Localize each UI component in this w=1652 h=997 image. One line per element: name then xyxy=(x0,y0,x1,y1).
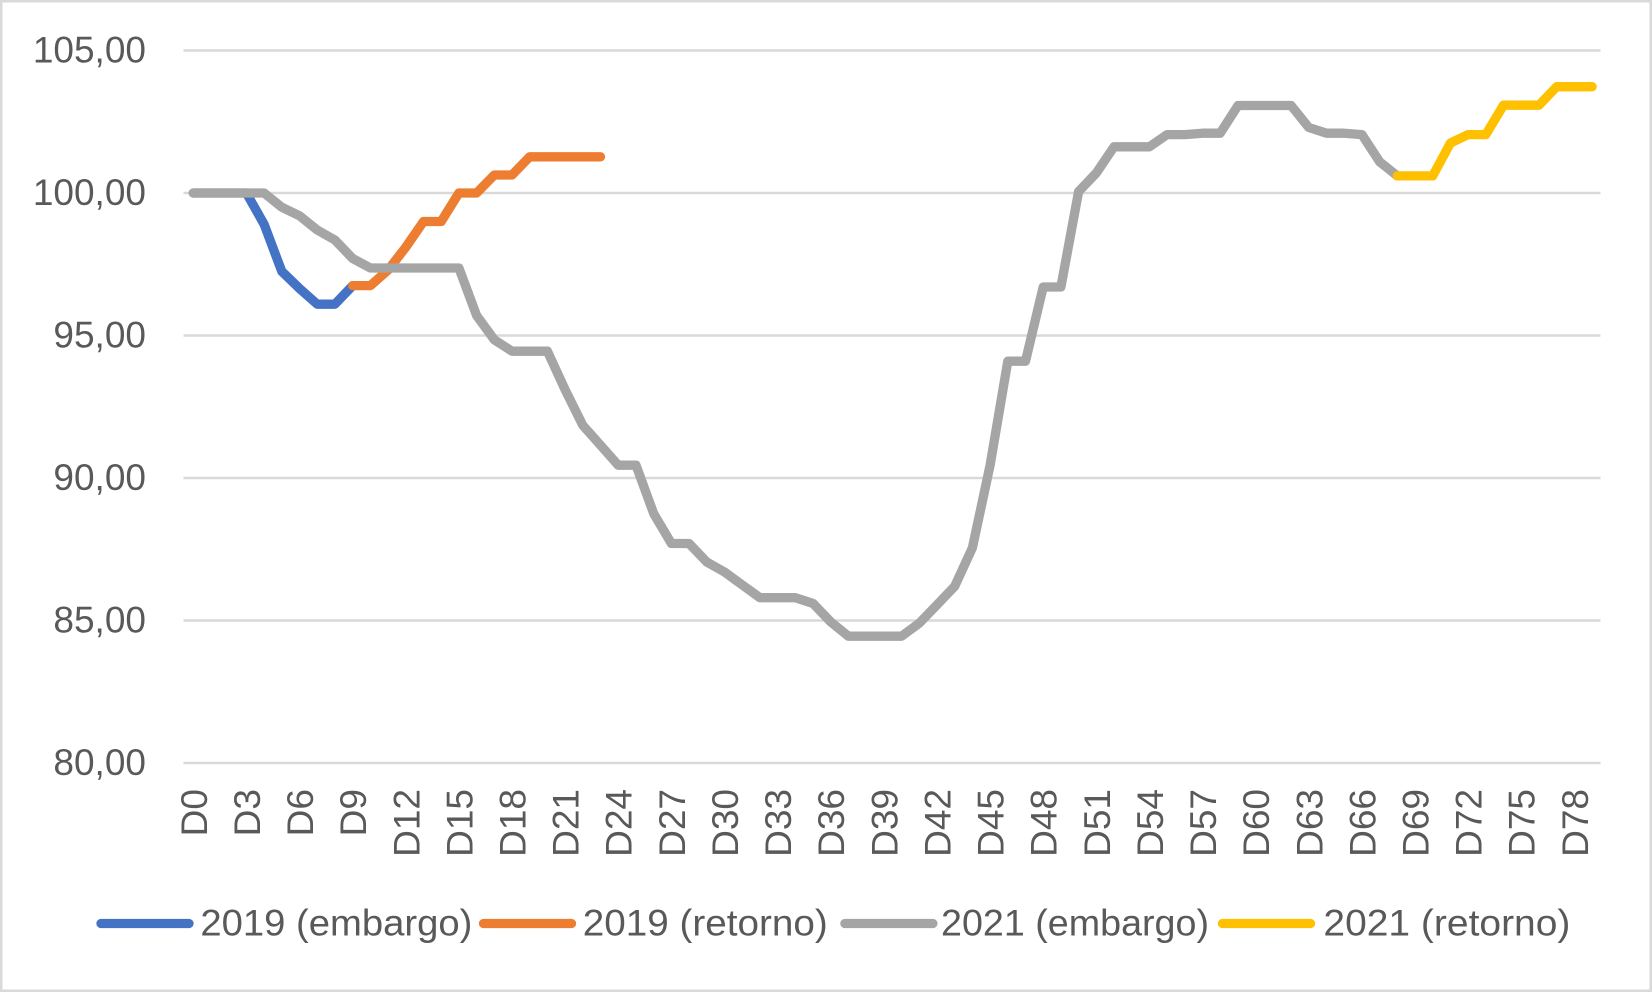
svg-text:D0: D0 xyxy=(174,789,215,836)
svg-text:D6: D6 xyxy=(280,789,321,836)
svg-text:D66: D66 xyxy=(1342,789,1383,857)
svg-text:D12: D12 xyxy=(386,789,427,857)
svg-text:80,00: 80,00 xyxy=(53,742,146,783)
svg-text:D27: D27 xyxy=(652,789,693,857)
svg-text:2019 (retorno): 2019 (retorno) xyxy=(583,903,828,944)
svg-text:D33: D33 xyxy=(758,789,799,857)
svg-text:D69: D69 xyxy=(1396,789,1437,857)
svg-text:D39: D39 xyxy=(864,789,905,857)
svg-text:90,00: 90,00 xyxy=(53,457,146,498)
svg-text:D48: D48 xyxy=(1024,789,1065,857)
svg-text:D54: D54 xyxy=(1130,789,1171,857)
svg-text:D75: D75 xyxy=(1502,789,1543,857)
svg-text:D57: D57 xyxy=(1183,789,1224,857)
svg-text:D42: D42 xyxy=(918,789,959,857)
svg-text:D24: D24 xyxy=(599,789,640,857)
svg-text:100,00: 100,00 xyxy=(33,172,146,213)
svg-text:2021 (retorno): 2021 (retorno) xyxy=(1323,903,1570,944)
svg-text:2019 (embargo): 2019 (embargo) xyxy=(200,903,472,944)
svg-text:105,00: 105,00 xyxy=(33,30,146,71)
svg-text:D30: D30 xyxy=(705,789,746,857)
svg-text:D45: D45 xyxy=(971,789,1012,857)
svg-text:85,00: 85,00 xyxy=(53,600,146,641)
svg-text:D36: D36 xyxy=(811,789,852,857)
svg-text:D72: D72 xyxy=(1449,789,1490,857)
svg-text:D51: D51 xyxy=(1077,789,1118,857)
svg-text:D63: D63 xyxy=(1289,789,1330,857)
svg-text:D21: D21 xyxy=(546,789,587,857)
svg-text:D18: D18 xyxy=(493,789,534,857)
svg-text:D15: D15 xyxy=(439,789,480,857)
svg-text:D78: D78 xyxy=(1555,789,1596,857)
svg-text:95,00: 95,00 xyxy=(53,315,146,356)
svg-text:D3: D3 xyxy=(227,789,268,836)
svg-text:D9: D9 xyxy=(333,789,374,836)
svg-text:2021 (embargo): 2021 (embargo) xyxy=(941,903,1209,944)
svg-text:D60: D60 xyxy=(1236,789,1277,857)
